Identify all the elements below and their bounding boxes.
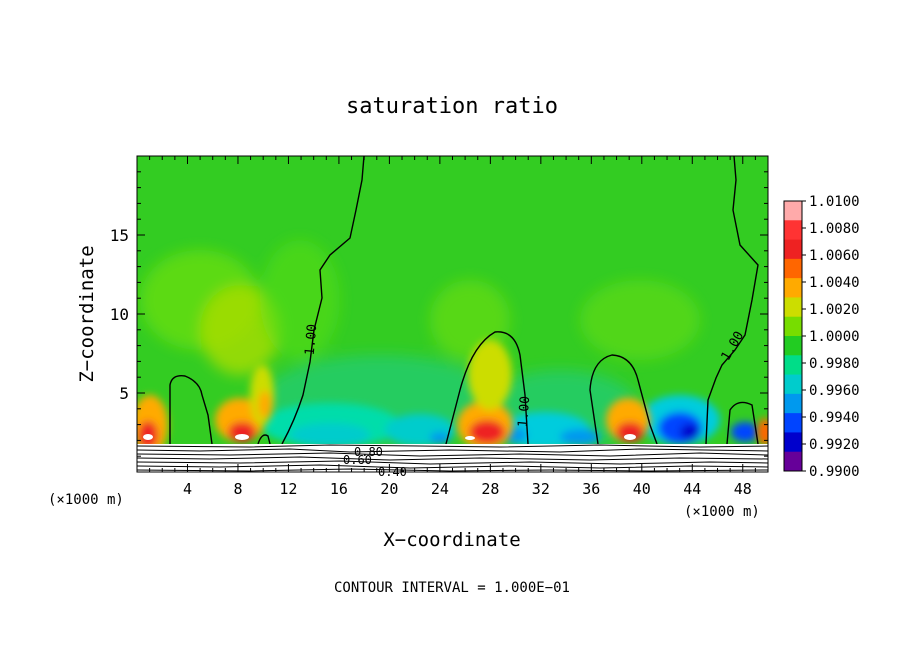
colorbar-swatch (784, 220, 802, 241)
colorbar-swatch (784, 258, 802, 279)
contour-interval-note: CONTOUR INTERVAL = 1.000E−01 (334, 580, 570, 596)
white-spots (143, 434, 636, 440)
colorbar-label: 1.0080 (809, 221, 860, 237)
x-tick-label: 12 (279, 480, 297, 498)
contour-label: 1.00 (303, 323, 321, 356)
colorbar-swatch (784, 239, 802, 260)
colorbar-label: 1.0000 (809, 329, 860, 345)
colorbar: 1.0100 1.0080 1.0060 1.0040 1.0020 1.0000 0.99… (783, 194, 860, 480)
x-tick-label: 4 (183, 480, 192, 498)
y-tick-label: 15 (110, 226, 129, 245)
contour-label: 0.60 (343, 453, 372, 467)
x-unit-left: (×1000 m) (48, 492, 124, 508)
x-tick-label: 20 (380, 480, 398, 498)
colorbar-swatch (784, 336, 802, 356)
colorbar-swatch (784, 413, 802, 433)
colorbar-swatch (784, 374, 802, 395)
colorbar-label: 0.9960 (809, 383, 860, 399)
colorbar-swatch (784, 432, 802, 453)
y-tick-label: 5 (119, 384, 129, 403)
field-plumes (137, 340, 768, 455)
colorbar-label: 0.9940 (809, 410, 860, 426)
colorbar-label: 0.9920 (809, 437, 860, 453)
contour-label: 0.80 (354, 445, 383, 459)
colorbar-swatch (784, 316, 802, 337)
colorbar-label: 0.9900 (809, 464, 860, 480)
x-tick-label: 36 (582, 480, 600, 498)
x-tick-label: 16 (330, 480, 348, 498)
colorbar-swatch (784, 278, 802, 298)
plot-area (137, 156, 768, 472)
x-unit-right: (×1000 m) (684, 504, 760, 520)
y-tick-label: 10 (110, 305, 129, 324)
x-tick-label: 28 (481, 480, 499, 498)
colorbar-swatch (784, 451, 802, 472)
colorbar-swatch (784, 355, 802, 376)
colorbar-swatch (784, 201, 802, 221)
y-axis: 5 10 15 (110, 171, 768, 457)
x-tick-label: 8 (233, 480, 242, 498)
x-axis-label: X−coordinate (383, 529, 520, 551)
contour-lines-1 (169, 156, 759, 445)
y-axis-label: Z−coordinate (76, 245, 98, 382)
terrain-contours (137, 444, 768, 472)
x-tick-label: 24 (431, 480, 449, 498)
colorbar-label: 1.0060 (809, 248, 860, 264)
field-lower (260, 395, 759, 448)
chart-title: saturation ratio (346, 94, 558, 119)
x-tick-label: 44 (683, 480, 701, 498)
colorbar-label: 1.0100 (809, 194, 860, 210)
x-tick-label: 32 (532, 480, 550, 498)
colorbar-label: 0.9980 (809, 356, 860, 372)
x-tick-label: 48 (734, 480, 752, 498)
colorbar-swatch (784, 393, 802, 414)
colorbar-label: 1.0040 (809, 275, 860, 291)
x-axis: 4 8 12 16 20 24 28 32 36 40 44 48 (149, 156, 756, 498)
x-tick-label: 40 (633, 480, 651, 498)
colorbar-swatch (784, 297, 802, 318)
colorbar-label: 1.0020 (809, 302, 860, 318)
contour-label: 1.00 (516, 395, 534, 428)
